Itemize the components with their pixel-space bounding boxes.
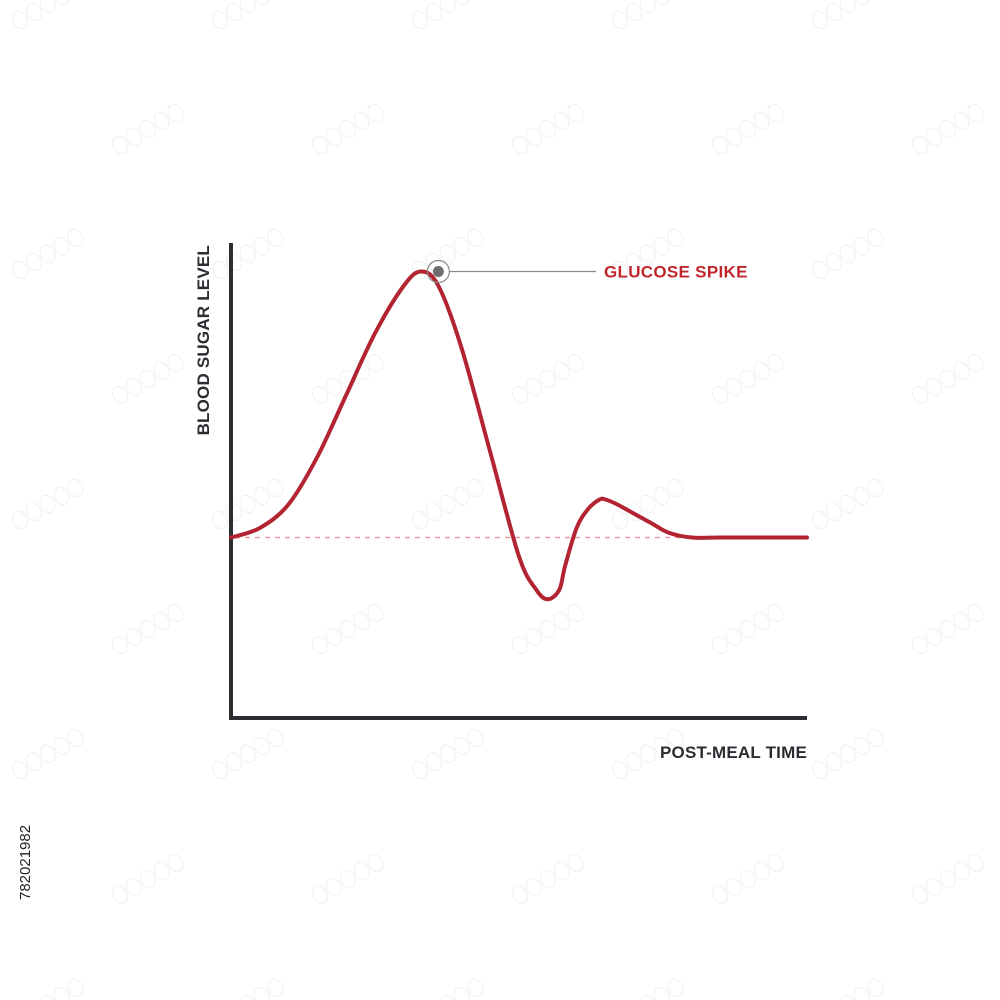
- watermark-tile: [239, 978, 284, 1000]
- watermark-tile: [311, 103, 384, 155]
- watermark-tile: [411, 728, 484, 780]
- watermark-tile: [11, 0, 70, 30]
- watermark-tile: [611, 0, 670, 30]
- watermark-tile: [639, 978, 684, 1000]
- watermark-tile: [311, 603, 384, 655]
- watermark-tile: [611, 228, 684, 280]
- watermark-tile: [911, 353, 984, 405]
- watermark-tile: [411, 0, 470, 30]
- watermark-tile: [439, 978, 484, 1000]
- watermark-tile: [111, 853, 184, 905]
- watermark-tile: [911, 103, 984, 155]
- stock-watermark: [11, 0, 984, 1000]
- watermark-tile: [911, 853, 984, 905]
- watermark-id-text: 782021982: [17, 825, 34, 900]
- series-line: [229, 269, 809, 602]
- watermark-tile: [39, 978, 84, 1000]
- watermark-tile: [711, 353, 784, 405]
- watermark-tile: [111, 103, 184, 155]
- watermark-tile: [839, 978, 884, 1000]
- watermark-tile: [511, 853, 584, 905]
- watermark-tile: [11, 478, 84, 530]
- watermark-tile: [11, 728, 84, 780]
- watermark-tile: [811, 228, 884, 280]
- annotation-glucose-spike: GLUCOSE SPIKE: [604, 263, 748, 282]
- watermark-tile: [211, 228, 284, 280]
- watermark-tile: [611, 478, 684, 530]
- watermark-tile: [711, 603, 784, 655]
- watermark-tile: [611, 728, 684, 780]
- watermark-tile: [211, 728, 284, 780]
- watermark-tile: [711, 853, 784, 905]
- peak-marker-ring: [426, 259, 450, 284]
- watermark-tile: [211, 0, 270, 30]
- watermark-tile: [511, 603, 584, 655]
- watermark-tile: [411, 478, 484, 530]
- x-axis-label: POST-MEAL TIME: [660, 743, 807, 762]
- watermark-tile: [711, 103, 784, 155]
- watermark-tile: [211, 478, 284, 530]
- y-axis-label: BLOOD SUGAR LEVEL: [194, 245, 213, 435]
- watermark-tile: [111, 353, 184, 405]
- watermark-tile: [511, 103, 584, 155]
- watermark-tile: [811, 0, 870, 30]
- watermark-tile: [311, 853, 384, 905]
- watermark-tile: [11, 228, 84, 280]
- watermark-tile: [311, 353, 384, 405]
- watermark-tile: [911, 603, 984, 655]
- watermark-tile: [511, 353, 584, 405]
- watermark-tile: [811, 478, 884, 530]
- peak-marker-dot: [432, 266, 444, 277]
- watermark-tile: [111, 603, 184, 655]
- watermark-tile: [811, 728, 884, 780]
